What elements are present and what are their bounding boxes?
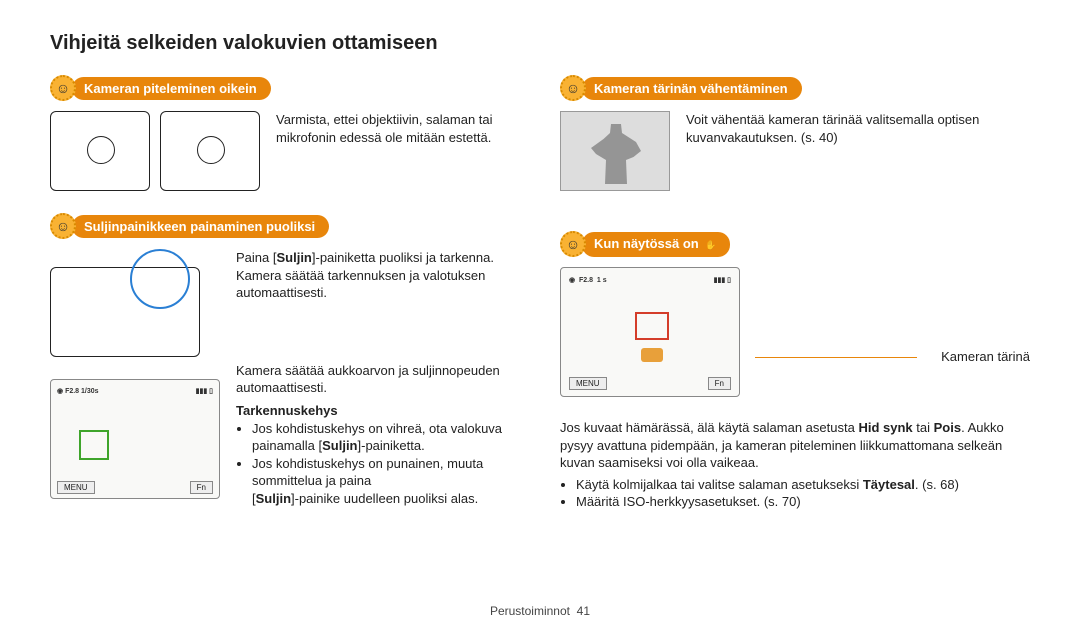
page-footer: Perustoiminnot 41 bbox=[0, 604, 1080, 618]
dark-shooting-text: Jos kuvaat hämärässä, älä käytä salaman … bbox=[560, 419, 1030, 472]
menu-button: MENU bbox=[57, 481, 95, 494]
fn-button: Fn bbox=[190, 481, 213, 494]
hold-camera-text: Varmista, ettei objektiivin, salaman tai… bbox=[276, 111, 520, 191]
hold-camera-illustration bbox=[50, 111, 260, 191]
shake-label: Kameran tärinä bbox=[941, 349, 1030, 364]
menu-button: MENU bbox=[569, 377, 607, 390]
heading-label: Suljinpainikkeen painaminen puoliksi bbox=[72, 215, 329, 238]
heading-label: Kameran piteleminen oikein bbox=[72, 77, 271, 100]
heading-label: Kun näytössä on ✋ bbox=[582, 232, 730, 257]
focus-frame-list: Jos kohdistuskehys on vihreä, ota valoku… bbox=[236, 420, 520, 508]
shake-indicator-icon bbox=[641, 348, 663, 362]
page-title: Vihjeitä selkeiden valokuvien ottamiseen bbox=[50, 32, 1030, 55]
fn-button: Fn bbox=[708, 377, 731, 390]
hand-shake-icon: ✋ bbox=[702, 238, 716, 253]
smiley-icon: ☺ bbox=[560, 75, 586, 101]
left-column: ☺ Kameran piteleminen oikein Varmista, e… bbox=[50, 75, 520, 529]
heading-shake-icon: ☺ Kun näytössä on ✋ bbox=[560, 231, 730, 257]
auto-exposure-text: Kamera säätää aukkoarvon ja suljinnopeud… bbox=[236, 362, 520, 397]
warning-lcd: ◉ F2.8 1 s ▮▮▮ ▯ MENU Fn bbox=[560, 267, 740, 397]
focus-frame-green bbox=[79, 430, 109, 460]
heading-reduce-shake: ☺ Kameran tärinän vähentäminen bbox=[560, 75, 802, 101]
focus-lcd: ◉ F2.8 1/30s ▮▮▮ ▯ MENU Fn bbox=[50, 379, 220, 499]
shutter-illustration: ◉ F2.8 1/30s ▮▮▮ ▯ MENU Fn bbox=[50, 249, 220, 499]
heading-label: Kameran tärinän vähentäminen bbox=[582, 77, 802, 100]
focus-frame-red bbox=[635, 312, 669, 340]
right-column: ☺ Kameran tärinän vähentäminen Voit vähe… bbox=[560, 75, 1030, 529]
shutter-text: Paina [Suljin]-painiketta puoliksi ja ta… bbox=[236, 249, 520, 302]
heading-shutter-half: ☺ Suljinpainikkeen painaminen puoliksi bbox=[50, 213, 329, 239]
focus-frame-heading: Tarkennuskehys bbox=[236, 403, 520, 418]
smiley-icon: ☺ bbox=[50, 75, 76, 101]
reduce-shake-text: Voit vähentää kameran tärinää valitsemal… bbox=[686, 111, 1030, 191]
shake-photo-illustration bbox=[560, 111, 670, 191]
tips-list: Käytä kolmijalkaa tai valitse salaman as… bbox=[560, 476, 1030, 511]
smiley-icon: ☺ bbox=[560, 231, 586, 257]
heading-hold-camera: ☺ Kameran piteleminen oikein bbox=[50, 75, 271, 101]
callout-line bbox=[755, 357, 917, 358]
smiley-icon: ☺ bbox=[50, 213, 76, 239]
